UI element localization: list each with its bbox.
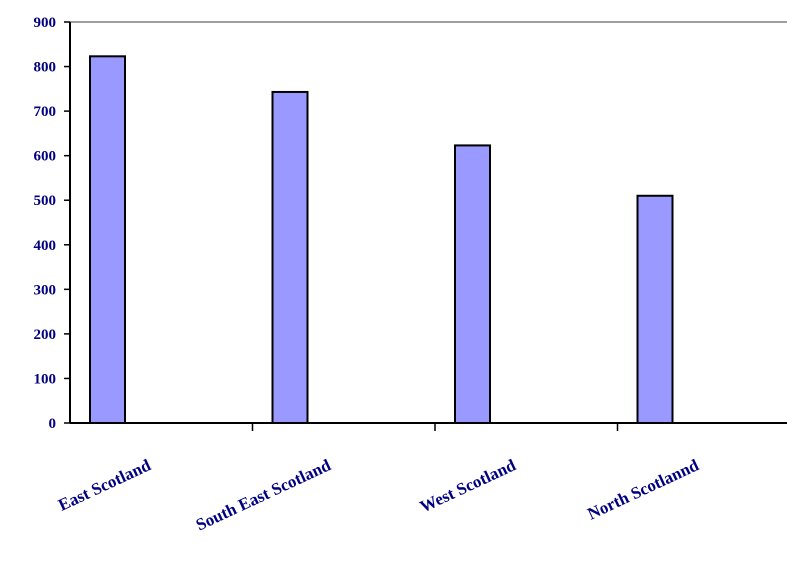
y-axis-ticks: 0 100 200 300 400 500 600 700 800 900 <box>34 15 70 432</box>
y-tick-label: 500 <box>34 193 57 209</box>
x-category-label: South East Scotland <box>193 455 334 534</box>
y-tick-label: 300 <box>34 282 57 298</box>
y-tick-label: 800 <box>34 60 57 76</box>
y-tick-label: 400 <box>34 238 57 254</box>
bar <box>89 55 126 425</box>
bar <box>636 194 674 424</box>
bar <box>454 144 491 424</box>
y-tick-label: 900 <box>34 15 57 31</box>
x-category-label: West Scotland <box>417 455 519 516</box>
y-tick-label: 700 <box>34 104 57 120</box>
x-axis-ticks: East Scotland South East Scotland West Sco… <box>55 423 702 535</box>
y-tick-label: 200 <box>34 327 57 343</box>
bar <box>271 90 309 425</box>
y-tick-label: 100 <box>34 371 57 387</box>
y-tick-label: 0 <box>49 416 57 432</box>
x-category-label: East Scotland <box>55 455 154 515</box>
x-category-label: North Scotlannd <box>585 455 703 523</box>
bars <box>89 55 674 425</box>
y-tick-label: 600 <box>34 149 57 165</box>
